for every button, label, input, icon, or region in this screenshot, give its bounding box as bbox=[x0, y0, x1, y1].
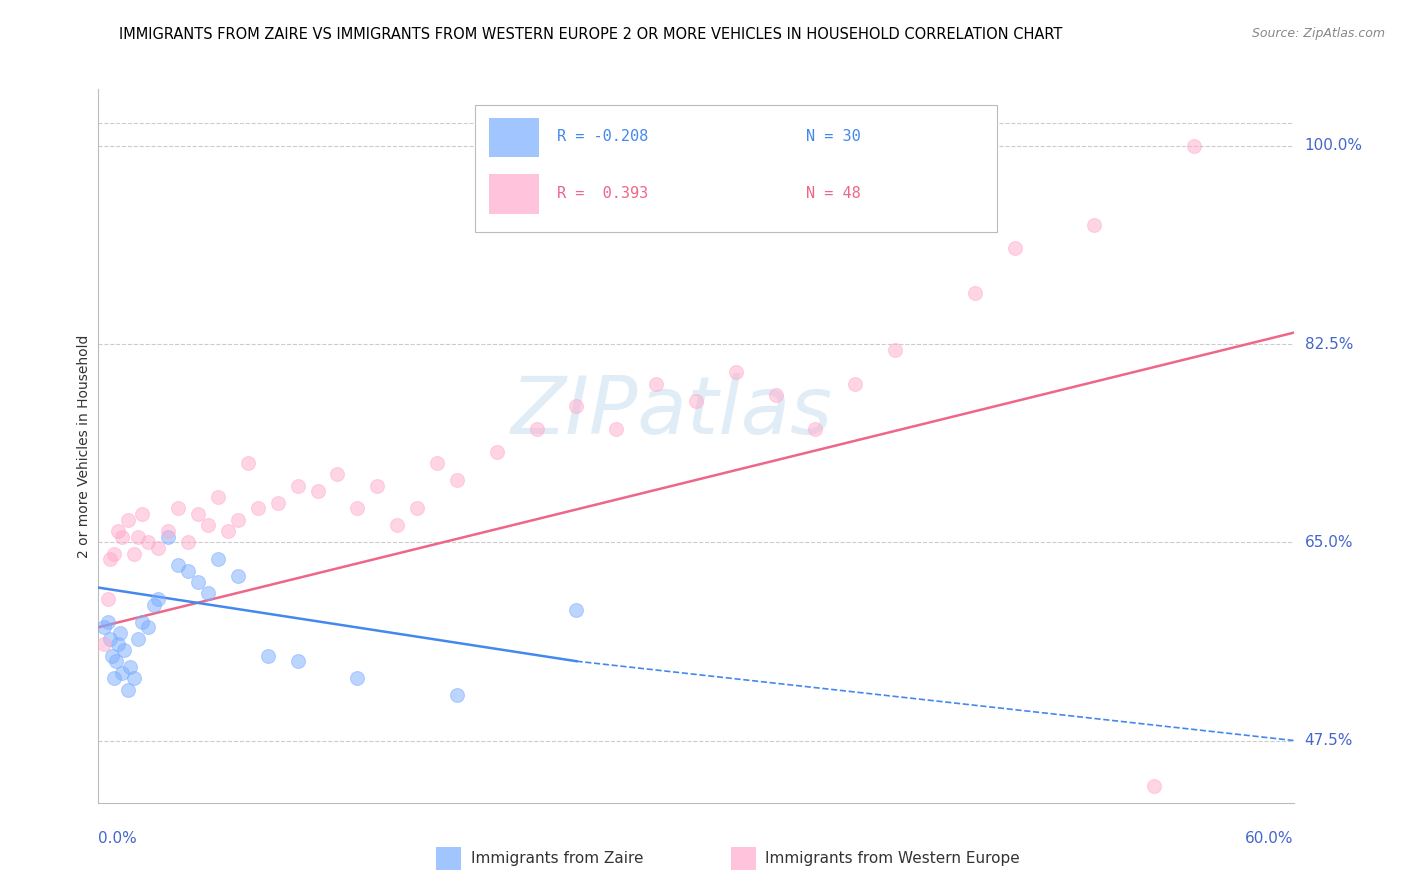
Point bbox=[256, 648, 278, 663]
Point bbox=[127, 632, 149, 646]
Point bbox=[127, 530, 149, 544]
Point bbox=[112, 643, 135, 657]
Point bbox=[804, 422, 827, 436]
Point bbox=[197, 586, 219, 600]
Point bbox=[93, 637, 115, 651]
Point bbox=[406, 501, 429, 516]
Text: Source: ZipAtlas.com: Source: ZipAtlas.com bbox=[1251, 27, 1385, 40]
Point bbox=[157, 530, 180, 544]
Point bbox=[101, 648, 124, 663]
Text: ZIPatlas: ZIPatlas bbox=[510, 373, 834, 451]
Point bbox=[107, 524, 129, 538]
Point bbox=[111, 530, 134, 544]
Point bbox=[307, 484, 329, 499]
Point bbox=[187, 507, 209, 521]
Point bbox=[246, 501, 269, 516]
Point bbox=[177, 535, 200, 549]
Point bbox=[565, 400, 588, 414]
Text: N = 30: N = 30 bbox=[806, 129, 860, 145]
Point bbox=[93, 620, 115, 634]
Point bbox=[485, 444, 508, 458]
Text: R =  0.393: R = 0.393 bbox=[557, 186, 648, 201]
Point bbox=[226, 513, 249, 527]
Point bbox=[117, 682, 139, 697]
Point bbox=[107, 637, 129, 651]
Point bbox=[1004, 241, 1026, 255]
Point bbox=[157, 524, 180, 538]
Point bbox=[143, 598, 166, 612]
Text: 60.0%: 60.0% bbox=[1246, 831, 1294, 847]
Point bbox=[207, 490, 229, 504]
Bar bbox=[489, 118, 538, 157]
Point bbox=[117, 513, 139, 527]
Point bbox=[1083, 218, 1105, 232]
Point bbox=[98, 632, 122, 646]
Text: 82.5%: 82.5% bbox=[1305, 336, 1353, 351]
Point bbox=[287, 478, 309, 492]
Point bbox=[346, 671, 368, 685]
Point bbox=[844, 376, 866, 391]
Point bbox=[110, 626, 132, 640]
Point bbox=[131, 507, 153, 521]
Point bbox=[167, 501, 190, 516]
Point bbox=[685, 393, 707, 408]
Point bbox=[565, 603, 588, 617]
Point bbox=[226, 569, 249, 583]
Point bbox=[177, 564, 200, 578]
Point bbox=[326, 467, 349, 482]
Point bbox=[136, 535, 159, 549]
Text: Immigrants from Western Europe: Immigrants from Western Europe bbox=[765, 851, 1019, 865]
Text: 0.0%: 0.0% bbox=[98, 831, 138, 847]
Point bbox=[645, 376, 668, 391]
Y-axis label: 2 or more Vehicles in Household: 2 or more Vehicles in Household bbox=[77, 334, 91, 558]
Point bbox=[605, 422, 627, 436]
Point bbox=[346, 501, 368, 516]
Point bbox=[124, 547, 146, 561]
FancyBboxPatch shape bbox=[475, 105, 997, 232]
Point bbox=[148, 541, 170, 555]
Text: 47.5%: 47.5% bbox=[1305, 733, 1353, 748]
Point bbox=[97, 591, 120, 606]
Point bbox=[426, 456, 449, 470]
Point bbox=[236, 456, 259, 470]
Point bbox=[884, 343, 907, 357]
Point bbox=[98, 552, 122, 566]
Point bbox=[446, 473, 468, 487]
Text: 100.0%: 100.0% bbox=[1305, 138, 1362, 153]
Point bbox=[103, 671, 125, 685]
Point bbox=[385, 518, 409, 533]
Point bbox=[197, 518, 219, 533]
Text: IMMIGRANTS FROM ZAIRE VS IMMIGRANTS FROM WESTERN EUROPE 2 OR MORE VEHICLES IN HO: IMMIGRANTS FROM ZAIRE VS IMMIGRANTS FROM… bbox=[120, 27, 1062, 42]
Bar bbox=[489, 174, 538, 214]
Point bbox=[366, 478, 388, 492]
Point bbox=[131, 615, 153, 629]
Point bbox=[187, 574, 209, 589]
Point bbox=[148, 591, 170, 606]
Point bbox=[446, 688, 468, 702]
Point bbox=[287, 654, 309, 668]
Point bbox=[103, 547, 125, 561]
Point bbox=[765, 388, 787, 402]
Point bbox=[207, 552, 229, 566]
Point bbox=[111, 665, 134, 680]
Point bbox=[97, 615, 120, 629]
Text: Immigrants from Zaire: Immigrants from Zaire bbox=[471, 851, 644, 865]
Point bbox=[124, 671, 146, 685]
Point bbox=[267, 495, 290, 509]
Point bbox=[1143, 779, 1166, 793]
Point bbox=[167, 558, 190, 572]
Point bbox=[217, 524, 239, 538]
Point bbox=[526, 422, 548, 436]
Text: 65.0%: 65.0% bbox=[1305, 535, 1353, 549]
Point bbox=[105, 654, 128, 668]
Point bbox=[963, 286, 986, 301]
Point bbox=[1182, 138, 1205, 153]
Point bbox=[724, 365, 747, 379]
Text: N = 48: N = 48 bbox=[806, 186, 860, 201]
Point bbox=[136, 620, 159, 634]
Point bbox=[120, 660, 142, 674]
Text: R = -0.208: R = -0.208 bbox=[557, 129, 648, 145]
